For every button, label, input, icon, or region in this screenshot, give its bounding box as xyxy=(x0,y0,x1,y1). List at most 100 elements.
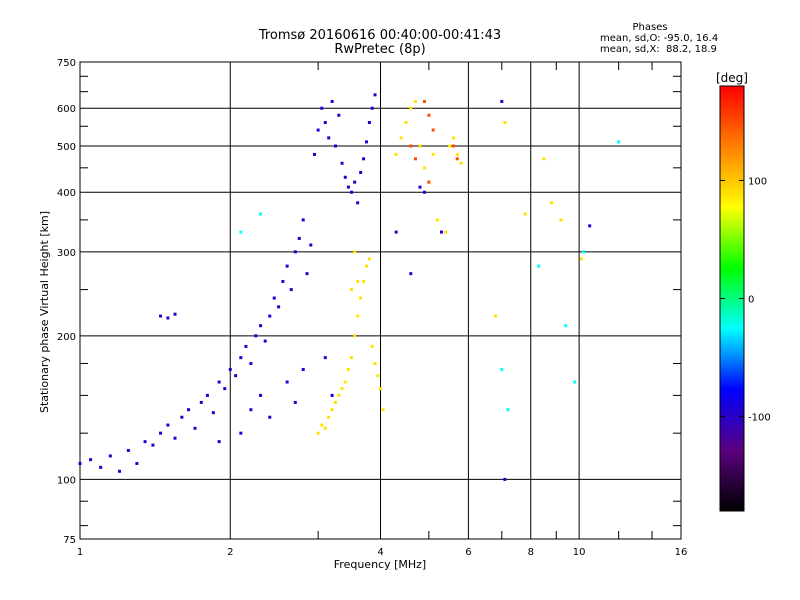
data-point xyxy=(379,387,382,390)
data-point xyxy=(353,250,356,253)
data-point xyxy=(331,394,334,397)
data-point xyxy=(436,218,439,221)
data-point xyxy=(281,280,284,283)
data-point xyxy=(350,288,353,291)
data-point xyxy=(376,374,379,377)
colorbar-label: [deg] xyxy=(716,71,748,85)
colorbar-tick-label: -100 xyxy=(748,413,771,424)
data-point xyxy=(456,157,459,160)
data-point xyxy=(294,250,297,253)
data-point xyxy=(460,162,463,165)
data-point xyxy=(353,181,356,184)
data-point xyxy=(313,153,316,156)
data-point xyxy=(423,166,426,169)
data-point xyxy=(127,449,130,452)
data-point xyxy=(218,440,221,443)
data-point xyxy=(187,408,190,411)
data-point xyxy=(356,201,359,204)
data-point xyxy=(368,257,371,260)
data-point xyxy=(334,144,337,147)
data-point xyxy=(409,144,412,147)
y-tick-label: 75 xyxy=(63,535,76,546)
data-point xyxy=(359,171,362,174)
data-point xyxy=(542,157,545,160)
data-point xyxy=(419,186,422,189)
data-point xyxy=(503,478,506,481)
data-point xyxy=(317,129,320,132)
data-point xyxy=(166,424,169,427)
data-point xyxy=(500,368,503,371)
y-tick-label: 500 xyxy=(57,142,76,153)
data-point xyxy=(395,153,398,156)
data-point xyxy=(212,411,215,414)
x-tick-label: 16 xyxy=(675,547,688,558)
data-point xyxy=(135,462,138,465)
x-tick-label: 6 xyxy=(465,547,471,558)
data-point xyxy=(239,432,242,435)
data-point xyxy=(244,345,247,348)
data-point xyxy=(374,93,377,96)
axis-ticks: 1 2 4 6 8 10 16 75 100 200 300 400 500 600 750 xyxy=(57,58,687,558)
data-point xyxy=(259,394,262,397)
data-point xyxy=(286,265,289,268)
data-point xyxy=(409,107,412,110)
data-point xyxy=(582,250,585,253)
data-point xyxy=(444,231,447,234)
data-point xyxy=(89,458,92,461)
data-point xyxy=(344,381,347,384)
data-point xyxy=(327,416,330,419)
data-point xyxy=(588,224,591,227)
data-point xyxy=(223,387,226,390)
data-point xyxy=(331,408,334,411)
data-point xyxy=(294,401,297,404)
data-point xyxy=(564,324,567,327)
data-point xyxy=(448,144,451,147)
data-point xyxy=(259,213,262,216)
data-point xyxy=(194,427,197,430)
data-point xyxy=(324,427,327,430)
data-point xyxy=(268,315,271,318)
data-point xyxy=(273,297,276,300)
x-axis-label: Frequency [MHz] xyxy=(334,558,426,571)
data-point xyxy=(234,374,237,377)
data-point xyxy=(573,381,576,384)
data-point xyxy=(371,345,374,348)
x-tick-label: 4 xyxy=(377,547,383,558)
data-point xyxy=(159,432,162,435)
data-point xyxy=(166,316,169,319)
data-point xyxy=(259,324,262,327)
data-point xyxy=(427,181,430,184)
data-point xyxy=(229,368,232,371)
data-point xyxy=(368,121,371,124)
data-point xyxy=(331,100,334,103)
data-point xyxy=(350,191,353,194)
data-point xyxy=(371,107,374,110)
data-point xyxy=(356,280,359,283)
y-tick-label: 600 xyxy=(57,104,76,115)
x-tick-label: 1 xyxy=(77,547,83,558)
data-point xyxy=(440,231,443,234)
data-point xyxy=(423,100,426,103)
data-point xyxy=(173,437,176,440)
data-point xyxy=(423,191,426,194)
data-point xyxy=(206,394,209,397)
data-point xyxy=(456,153,459,156)
y-tick-label: 300 xyxy=(57,248,76,259)
colorbar-tick-label: 0 xyxy=(748,295,754,306)
data-point xyxy=(341,162,344,165)
data-point xyxy=(409,272,412,275)
y-tick-label: 750 xyxy=(57,58,76,69)
data-point xyxy=(344,176,347,179)
x-tick-label: 8 xyxy=(528,547,534,558)
data-point xyxy=(432,129,435,132)
data-point xyxy=(334,401,337,404)
data-point xyxy=(347,186,350,189)
data-point xyxy=(414,100,417,103)
data-point xyxy=(239,231,242,234)
data-point xyxy=(118,470,121,473)
data-point xyxy=(362,280,365,283)
data-points xyxy=(79,93,621,481)
data-point xyxy=(560,218,563,221)
data-point xyxy=(503,121,506,124)
data-point xyxy=(324,121,327,124)
